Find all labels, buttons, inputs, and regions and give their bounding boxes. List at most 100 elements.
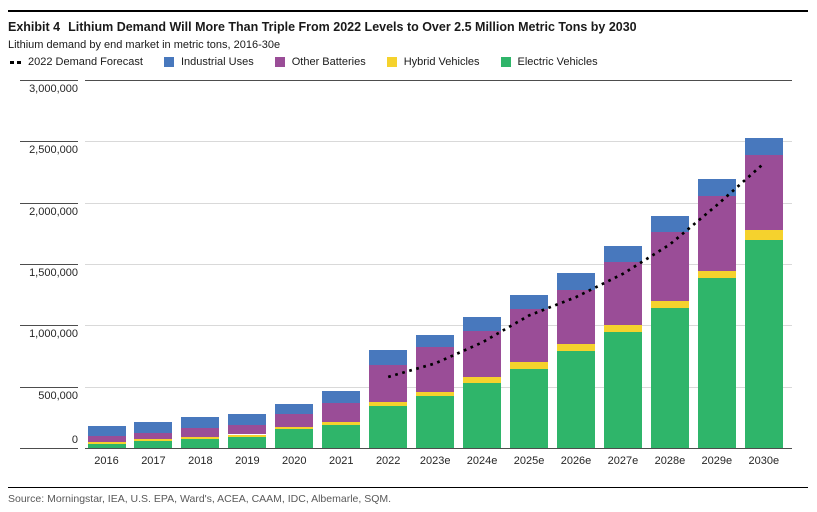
- bar-segment-2027e-hybrid-vehicles: [604, 325, 642, 333]
- bar-segment-2018-industrial-uses: [181, 416, 219, 429]
- legend-item-forecast: 2022 Demand Forecast: [10, 56, 143, 68]
- bar-segment-2019-industrial-uses: [228, 413, 266, 426]
- dotted-line-icon: [10, 60, 21, 64]
- bar-segment-2029e-other-batteries: [698, 195, 736, 271]
- x-axis-label: 2022: [375, 455, 401, 467]
- bar-segment-2016-other-batteries: [88, 436, 126, 442]
- x-axis-label: 2018: [188, 455, 213, 467]
- bar-segment-2019-other-batteries: [228, 425, 266, 435]
- bar-segment-2027e-industrial-uses: [604, 245, 642, 262]
- legend-swatch-icon: [386, 57, 397, 67]
- bar-segment-2023e-hybrid-vehicles: [416, 392, 454, 397]
- bar-segment-2028e-other-batteries: [651, 232, 689, 301]
- chart-legend: 2022 Demand Forecast Industrial Uses Other…: [10, 56, 809, 68]
- y-axis-label: 3,000,000: [29, 83, 78, 95]
- bar-segment-2021-electric-vehicles: [322, 424, 360, 448]
- bar-segment-2025e-hybrid-vehicles: [510, 362, 548, 369]
- gridline: [85, 264, 792, 265]
- bar-segment-2030e-industrial-uses: [745, 138, 783, 156]
- x-axis-label: 2023e: [419, 455, 451, 467]
- page-title: Exhibit 4 Lithium Demand Will More Than T…: [8, 20, 809, 34]
- bar-segment-2021-hybrid-vehicles: [322, 421, 360, 425]
- y-axis-label: 1,000,000: [29, 328, 78, 340]
- bar-segment-2021-other-batteries: [322, 403, 360, 422]
- bottom-divider: [8, 487, 808, 488]
- x-axis-label: 2029e: [701, 455, 733, 467]
- x-axis-label: 2020: [282, 455, 307, 467]
- forecast-dotted-line: [387, 162, 765, 379]
- x-axis-label: 2025e: [513, 455, 545, 467]
- bar-segment-2017-hybrid-vehicles: [134, 439, 172, 442]
- bar-segment-2017-electric-vehicles: [134, 441, 172, 448]
- x-axis-label: 2016: [94, 455, 119, 467]
- bar-segment-2024e-electric-vehicles: [463, 382, 501, 448]
- bar-segment-2018-other-batteries: [181, 428, 219, 437]
- bar-segment-2028e-electric-vehicles: [651, 308, 689, 448]
- legend-item-electric-vehicles: Electric Vehicles: [500, 56, 598, 68]
- gridline: [85, 203, 792, 204]
- legend-label: 2022 Demand Forecast: [28, 56, 143, 68]
- bar-segment-2024e-hybrid-vehicles: [463, 377, 501, 383]
- bar-segment-2022-electric-vehicles: [369, 405, 407, 448]
- bar-segment-2024e-industrial-uses: [463, 316, 501, 331]
- bar-segment-2030e-electric-vehicles: [745, 240, 783, 448]
- y-tick-mark: [20, 448, 78, 449]
- bar-segment-2023e-other-batteries: [416, 347, 454, 393]
- bar-segment-2022-industrial-uses: [369, 349, 407, 365]
- bar-segment-2016-hybrid-vehicles: [88, 441, 126, 444]
- bar-segment-2020-industrial-uses: [275, 404, 313, 415]
- x-axis-label: 2026e: [560, 455, 592, 467]
- bar-segment-2017-other-batteries: [134, 432, 172, 440]
- y-tick-mark: [20, 325, 78, 326]
- y-tick-mark: [20, 203, 78, 204]
- x-axis-label: 2024e: [466, 455, 498, 467]
- y-axis-label: 2,500,000: [29, 144, 78, 156]
- x-axis-label: 2017: [141, 455, 166, 467]
- bar-segment-2026e-industrial-uses: [557, 273, 595, 290]
- bar-segment-2027e-other-batteries: [604, 261, 642, 326]
- legend-item-hybrid-vehicles: Hybrid Vehicles: [386, 56, 480, 68]
- bar-segment-2026e-other-batteries: [557, 289, 595, 345]
- y-axis-label: 1,500,000: [29, 267, 78, 279]
- bar-segment-2017-industrial-uses: [134, 422, 172, 433]
- bar-segment-2024e-other-batteries: [463, 330, 501, 378]
- legend-label: Other Batteries: [291, 56, 366, 68]
- bar-segment-2025e-industrial-uses: [510, 294, 548, 310]
- legend-label: Electric Vehicles: [517, 56, 598, 68]
- bar-segment-2021-industrial-uses: [322, 390, 360, 404]
- top-divider: [8, 10, 808, 12]
- forecast-line-layer: [387, 162, 765, 379]
- y-tick-mark: [20, 387, 78, 388]
- bar-segment-2023e-industrial-uses: [416, 334, 454, 348]
- gridline: [85, 325, 792, 326]
- chart-subtitle: Lithium demand by end market in metric t…: [8, 39, 281, 51]
- bar-segment-2018-hybrid-vehicles: [181, 436, 219, 440]
- y-axis-label: 2,000,000: [29, 206, 78, 218]
- bar-segment-2026e-hybrid-vehicles: [557, 344, 595, 352]
- bar-segment-2023e-electric-vehicles: [416, 396, 454, 448]
- bar-segment-2020-electric-vehicles: [275, 428, 313, 448]
- bar-segment-2025e-electric-vehicles: [510, 368, 548, 448]
- gridline: [85, 141, 792, 142]
- axis-line: [85, 448, 792, 449]
- bar-segment-2029e-electric-vehicles: [698, 278, 736, 448]
- bar-segment-2025e-other-batteries: [510, 309, 548, 363]
- axis-line: [85, 80, 792, 81]
- legend-label: Industrial Uses: [180, 56, 254, 68]
- x-axis-label: 2028e: [654, 455, 686, 467]
- x-axis-label: 2030e: [748, 455, 780, 467]
- bar-segment-2019-electric-vehicles: [228, 436, 266, 448]
- y-axis-label: 500,000: [38, 390, 78, 402]
- bar-segment-2029e-industrial-uses: [698, 179, 736, 196]
- bar-segment-2026e-electric-vehicles: [557, 351, 595, 448]
- bar-segment-2030e-hybrid-vehicles: [745, 229, 783, 241]
- bar-segment-2020-other-batteries: [275, 414, 313, 428]
- y-tick-mark: [20, 141, 78, 142]
- legend-swatch-icon: [163, 57, 174, 67]
- source-attribution: Source: Morningstar, IEA, U.S. EPA, Ward…: [8, 493, 392, 505]
- legend-swatch-icon: [500, 57, 511, 67]
- exhibit-title-text: Lithium Demand Will More Than Triple Fro…: [68, 20, 637, 34]
- x-axis-label: 2021: [329, 455, 354, 467]
